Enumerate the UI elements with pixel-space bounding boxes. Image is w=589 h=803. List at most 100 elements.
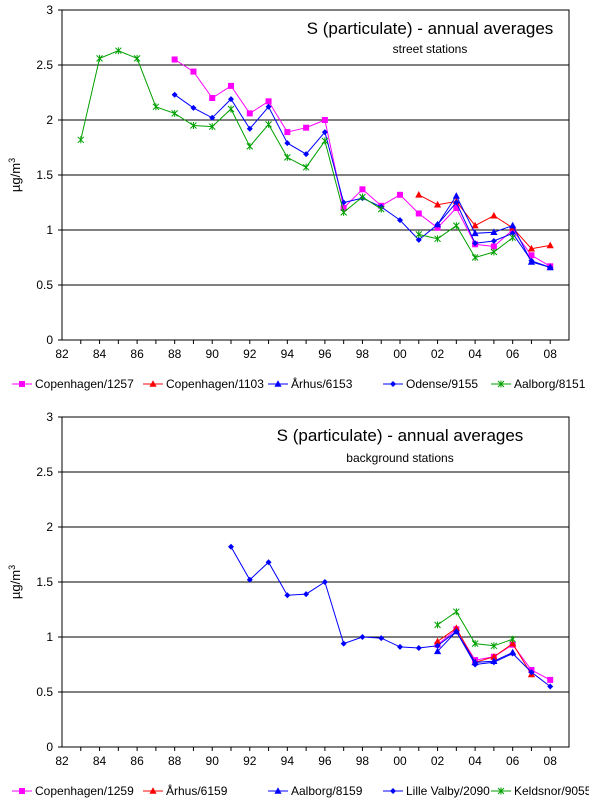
series-line (418, 194, 551, 250)
legend: Copenhagen/1259 Århus/6159 Aalborg/8159 Lil… (12, 783, 589, 798)
y-tick-label: 2 (46, 113, 53, 127)
data-point (547, 264, 554, 271)
data-point (265, 98, 272, 105)
chart-title: S (particulate) - annual averages (277, 426, 524, 445)
y-tick-label: 0.5 (36, 278, 53, 292)
data-point (490, 642, 498, 650)
y-tick-label: 0 (46, 740, 53, 754)
data-point (509, 221, 517, 229)
data-point (265, 103, 272, 110)
x-tick-label: 90 (206, 754, 220, 768)
data-point (433, 637, 442, 645)
legend-marker (274, 380, 282, 387)
data-point (265, 559, 272, 566)
y-tick-label: 1 (46, 630, 53, 644)
x-tick-label: 96 (318, 347, 332, 361)
x-tick-label: 00 (393, 754, 407, 768)
data-point (509, 639, 517, 647)
data-point (321, 117, 328, 123)
data-point (472, 240, 479, 247)
legend-marker (390, 788, 396, 794)
data-point (284, 129, 291, 136)
data-point (490, 211, 498, 219)
chart-title: S (particulate) - annual averages (307, 19, 554, 38)
legend-item: Copenhagen/1259 (12, 784, 134, 798)
data-point (471, 229, 479, 237)
data-point (228, 82, 234, 89)
data-point (546, 241, 554, 249)
x-tick-label: 92 (243, 347, 257, 361)
data-point (453, 205, 460, 211)
y-axis-label-superscript: 3 (7, 565, 17, 570)
x-tick-label: 04 (468, 754, 482, 768)
data-point (340, 640, 347, 647)
data-point (303, 151, 310, 158)
data-point (340, 205, 347, 211)
x-tick-label: 84 (93, 754, 107, 768)
data-point (434, 224, 441, 231)
legend-label: Aalborg/8151 (514, 377, 586, 391)
data-point (527, 244, 536, 252)
x-tick-label: 86 (130, 347, 144, 361)
x-tick-label: 84 (93, 347, 107, 361)
x-tick-label: 08 (544, 754, 558, 768)
data-point (433, 200, 442, 208)
data-point (302, 163, 310, 171)
chart-1: 0 0.5 1 1.5 2 2.5 3 82 84 86 88 90 92 94 96 98 00 02 04 06 0… (7, 3, 586, 391)
legend-label: Lille Valby/2090 (406, 784, 490, 798)
data-point (77, 136, 85, 144)
data-point (433, 647, 442, 655)
data-point (415, 645, 422, 651)
y-tick-label: 3 (46, 410, 53, 424)
data-point (377, 205, 385, 213)
data-point (509, 230, 516, 237)
y-tick-label: 2.5 (36, 465, 53, 479)
x-tick-label: 82 (55, 754, 69, 768)
legend-label: Copenhagen/1103 (166, 377, 264, 391)
data-point (114, 47, 122, 55)
data-point (378, 635, 385, 642)
legend-marker (149, 787, 157, 794)
data-point (509, 234, 517, 242)
x-tick-label: 88 (168, 347, 182, 361)
legend-label: Copenhagen/1259 (35, 784, 134, 798)
data-point (209, 114, 216, 121)
legend-item: Odense/9155 (383, 377, 478, 391)
y-axis-label-superscript: 3 (7, 158, 17, 163)
x-tick-label: 02 (431, 754, 445, 768)
data-point (246, 142, 254, 150)
data-point (471, 221, 479, 229)
data-point (246, 125, 253, 132)
data-point (415, 210, 422, 217)
y-axis-label: µg/m3 (7, 565, 23, 599)
data-point (415, 236, 422, 243)
x-tick-label: 82 (55, 347, 69, 361)
data-point (415, 230, 423, 238)
y-tick-label: 2 (46, 520, 53, 534)
data-point (171, 56, 178, 63)
y-axis-label-unit: µg/m (8, 570, 23, 599)
y-axis-label: µg/m3 (7, 158, 23, 192)
y-tick-label: 0 (46, 333, 53, 347)
data-point (190, 104, 197, 111)
data-point (528, 252, 535, 259)
legend-item: Århus/6153 (268, 376, 353, 391)
legend-item: Lille Valby/2090 (383, 784, 490, 798)
legend-item: Copenhagen/1257 (12, 377, 134, 391)
legend-marker (390, 381, 396, 387)
x-tick-label: 90 (206, 347, 220, 361)
data-point (509, 650, 516, 657)
y-tick-label: 1 (46, 223, 53, 237)
data-point (321, 579, 328, 585)
y-tick-label: 1.5 (36, 575, 53, 589)
legend-label: Copenhagen/1257 (35, 377, 134, 391)
data-point (490, 659, 497, 666)
series-line (230, 546, 551, 687)
legend-label: Århus/6159 (166, 783, 228, 798)
data-point (471, 254, 479, 261)
data-point (171, 91, 178, 98)
data-point (246, 576, 253, 583)
data-point (303, 124, 310, 131)
data-point (190, 68, 197, 75)
legend-item: Aalborg/8151 (491, 377, 586, 391)
